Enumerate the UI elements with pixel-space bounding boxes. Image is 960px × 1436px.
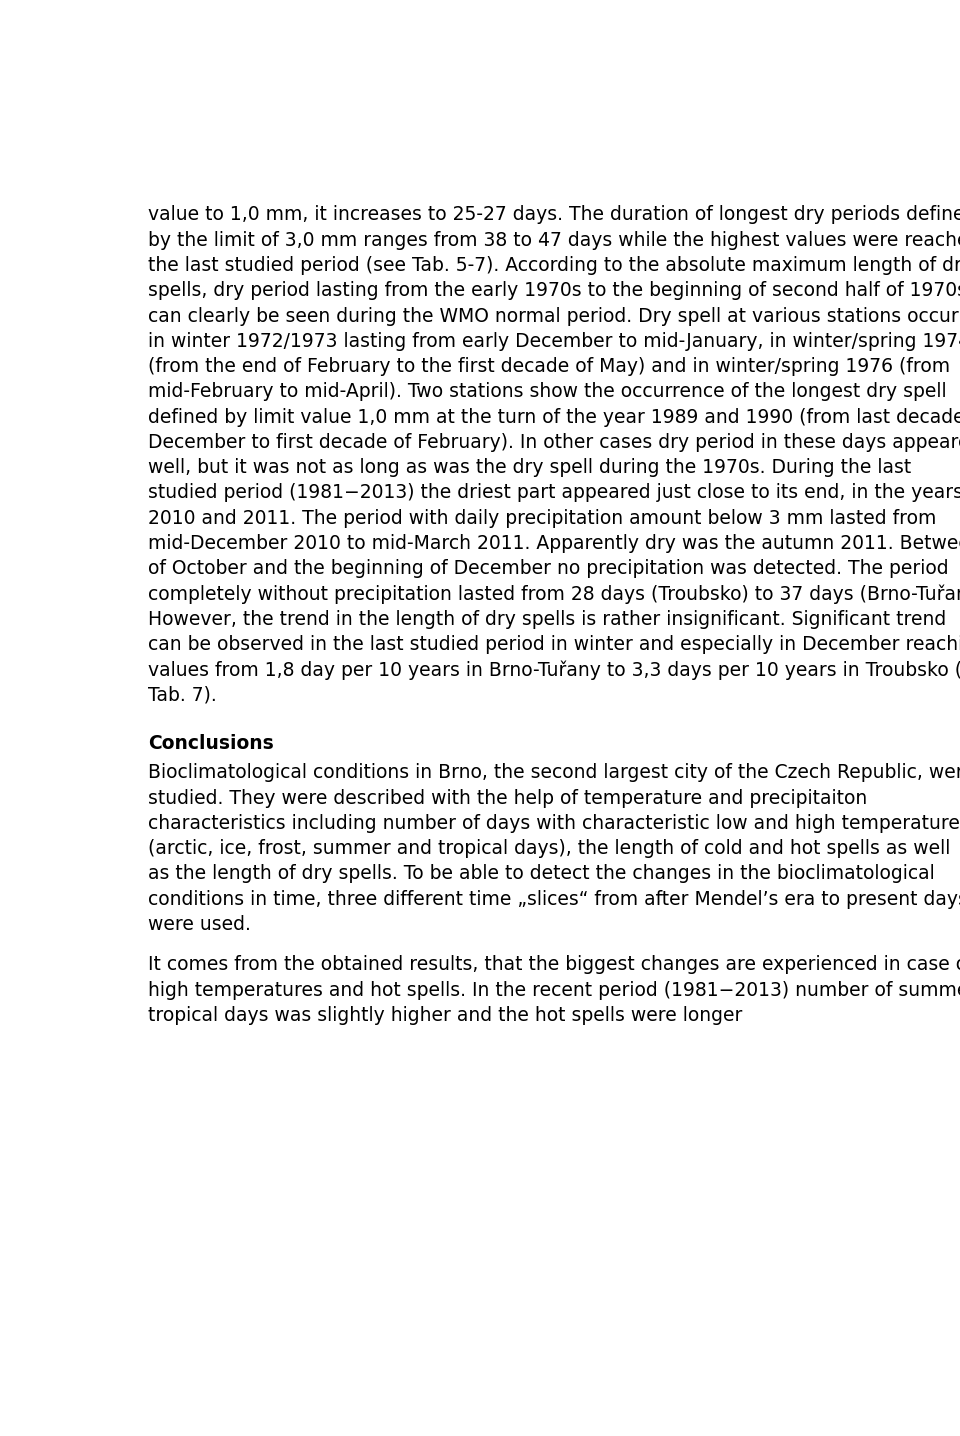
Text: in winter 1972/1973 lasting from early December to mid-January, in winter/spring: in winter 1972/1973 lasting from early D… — [148, 332, 960, 350]
Text: value to 1,0 mm, it increases to 25-27 days. The duration of longest dry periods: value to 1,0 mm, it increases to 25-27 d… — [148, 205, 960, 224]
Text: (from the end of February to the first decade of May) and in winter/spring 1976 : (from the end of February to the first d… — [148, 358, 950, 376]
Text: well, but it was not as long as was the dry spell during the 1970s. During the l: well, but it was not as long as was the … — [148, 458, 912, 477]
Text: can clearly be seen during the WMO normal period. Dry spell at various stations : can clearly be seen during the WMO norma… — [148, 306, 960, 326]
Text: were used.: were used. — [148, 915, 252, 933]
Text: mid-February to mid-April). Two stations show the occurrence of the longest dry : mid-February to mid-April). Two stations… — [148, 382, 947, 401]
Text: tropical days was slightly higher and the hot spells were longer: tropical days was slightly higher and th… — [148, 1005, 743, 1025]
Text: can be observed in the last studied period in winter and especially in December : can be observed in the last studied peri… — [148, 635, 960, 653]
Text: mid-December 2010 to mid-March 2011. Apparently dry was the autumn 2011. Between: mid-December 2010 to mid-March 2011. App… — [148, 534, 960, 553]
Text: It comes from the obtained results, that the biggest changes are experienced in : It comes from the obtained results, that… — [148, 955, 960, 975]
Text: Bioclimatological conditions in Brno, the second largest city of the Czech Repub: Bioclimatological conditions in Brno, th… — [148, 764, 960, 783]
Text: of October and the beginning of December no precipitation was detected. The peri: of October and the beginning of December… — [148, 559, 948, 579]
Text: studied. They were described with the help of temperature and precipitaiton: studied. They were described with the he… — [148, 788, 868, 807]
Text: completely without precipitation lasted from 28 days (Troubsko) to 37 days (Brno: completely without precipitation lasted … — [148, 584, 960, 605]
Text: by the limit of 3,0 mm ranges from 38 to 47 days while the highest values were r: by the limit of 3,0 mm ranges from 38 to… — [148, 231, 960, 250]
Text: conditions in time, three different time „slices“ from after Mendel’s era to pre: conditions in time, three different time… — [148, 890, 960, 909]
Text: (arctic, ice, frost, summer and tropical days), the length of cold and hot spell: (arctic, ice, frost, summer and tropical… — [148, 839, 950, 859]
Text: Tab. 7).: Tab. 7). — [148, 685, 217, 705]
Text: 2010 and 2011. The period with daily precipitation amount below 3 mm lasted from: 2010 and 2011. The period with daily pre… — [148, 508, 937, 527]
Text: defined by limit value 1,0 mm at the turn of the year 1989 and 1990 (from last d: defined by limit value 1,0 mm at the tur… — [148, 408, 960, 426]
Text: Conclusions: Conclusions — [148, 734, 274, 752]
Text: However, the trend in the length of dry spells is rather insignificant. Signific: However, the trend in the length of dry … — [148, 610, 947, 629]
Text: the last studied period (see Tab. 5-7). According to the absolute maximum length: the last studied period (see Tab. 5-7). … — [148, 256, 960, 276]
Text: high temperatures and hot spells. In the recent period (1981−2013) number of sum: high temperatures and hot spells. In the… — [148, 981, 960, 999]
Text: values from 1,8 day per 10 years in Brno-Tuřany to 3,3 days per 10 years in Trou: values from 1,8 day per 10 years in Brno… — [148, 661, 960, 679]
Text: as the length of dry spells. To be able to detect the changes in the bioclimatol: as the length of dry spells. To be able … — [148, 864, 935, 883]
Text: studied period (1981−2013) the driest part appeared just close to its end, in th: studied period (1981−2013) the driest pa… — [148, 484, 960, 503]
Text: characteristics including number of days with characteristic low and high temper: characteristics including number of days… — [148, 814, 960, 833]
Text: December to first decade of February). In other cases dry period in these days a: December to first decade of February). I… — [148, 432, 960, 452]
Text: spells, dry period lasting from the early 1970s to the beginning of second half : spells, dry period lasting from the earl… — [148, 281, 960, 300]
